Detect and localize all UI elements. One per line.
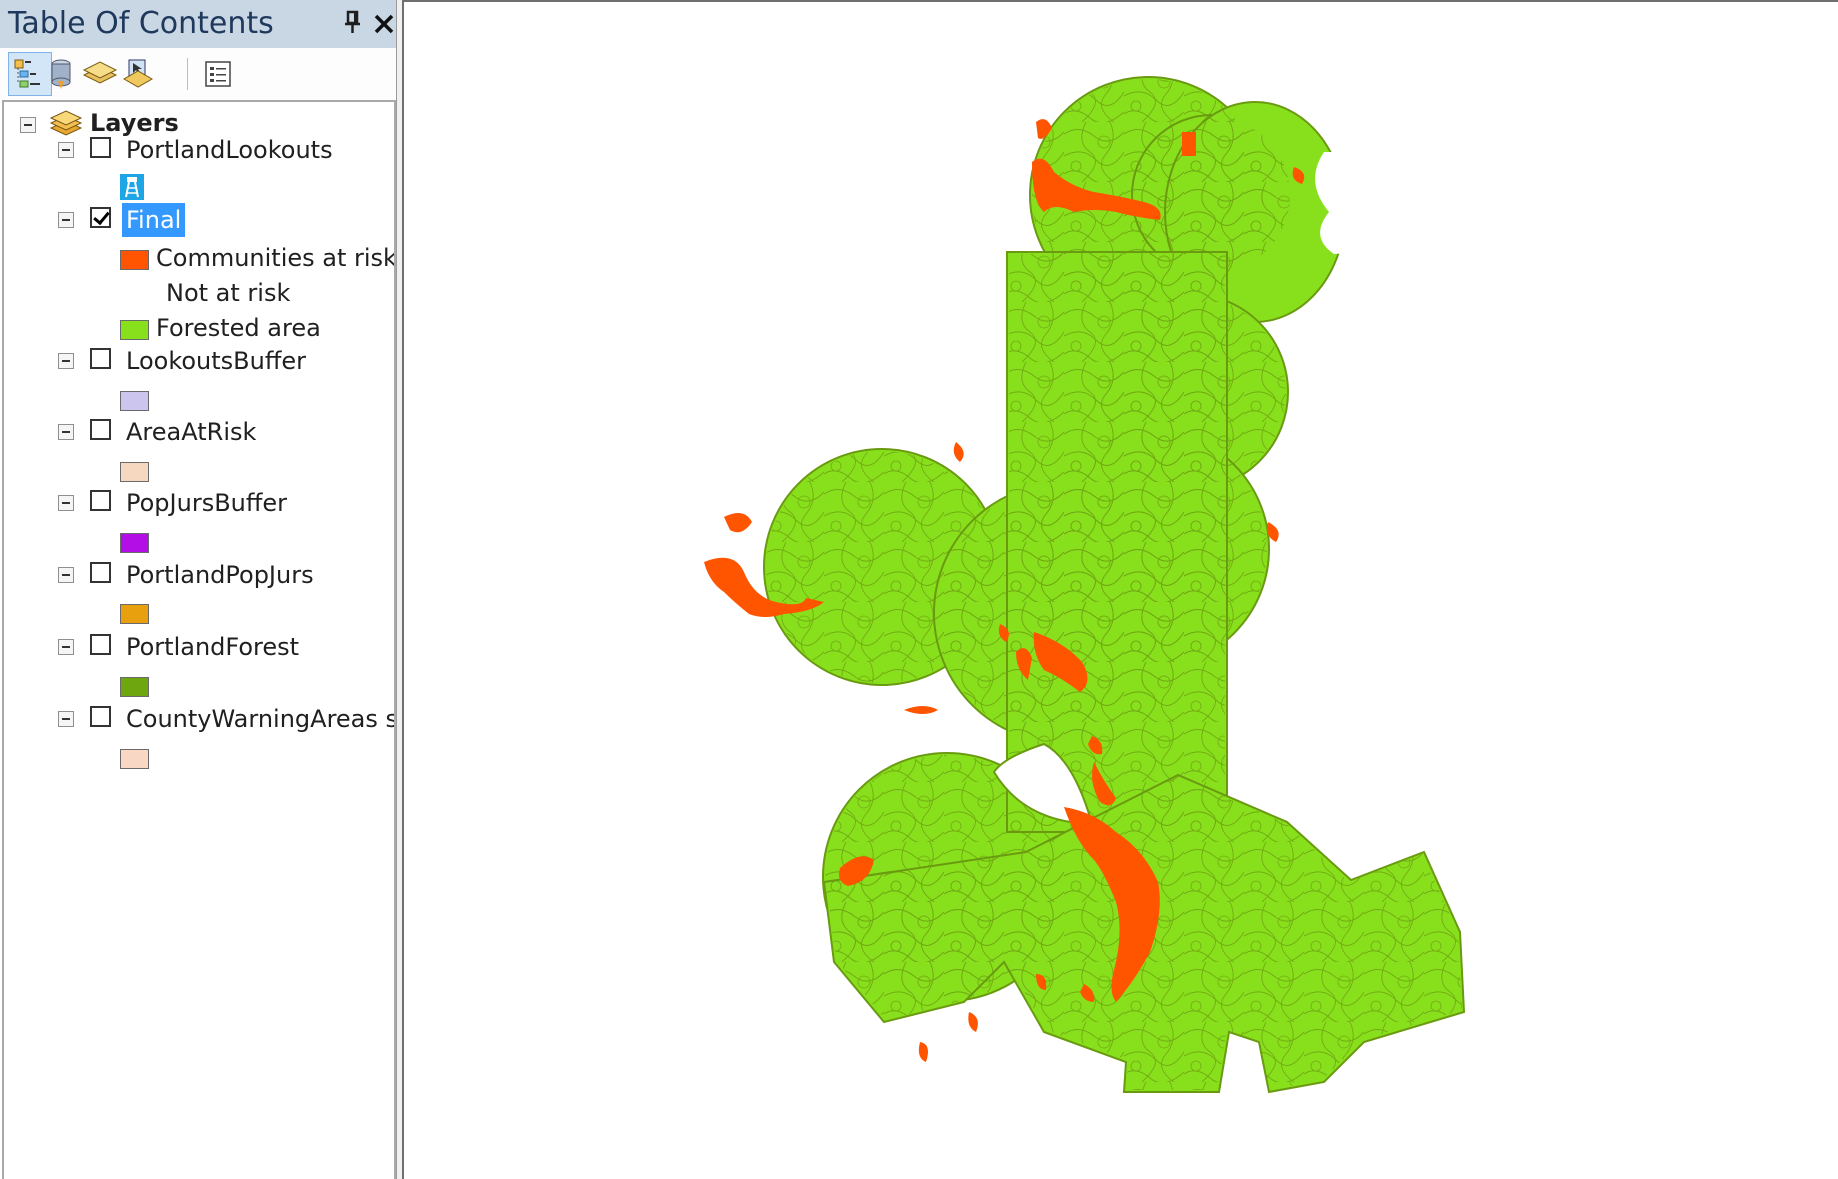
layers-stack-icon (48, 108, 84, 138)
layer-lookoutsbuffer[interactable]: LookoutsBuffer (122, 344, 310, 378)
map-view[interactable] (402, 0, 1838, 1179)
checkbox-portlandlookouts[interactable] (90, 137, 111, 158)
layer-portlandpopjurs-label: PortlandPopJurs (126, 561, 314, 589)
layer-portlandlookouts-label: PortlandLookouts (126, 136, 333, 164)
checkbox-areaatrisk[interactable] (90, 419, 111, 440)
panel-splitter[interactable] (396, 0, 402, 1179)
toolbar-separator (187, 58, 188, 90)
checkbox-lookoutsbuffer[interactable] (90, 348, 111, 369)
layers-root[interactable]: Layers (90, 106, 179, 140)
layer-final[interactable]: Final (122, 203, 186, 237)
forested-area-polygons (763, 76, 1466, 1094)
expander-portlandlookouts[interactable] (58, 142, 74, 158)
expander-layers[interactable] (20, 117, 36, 133)
checkbox-final[interactable] (90, 207, 111, 228)
legend-swatch-countywarningareas (120, 749, 149, 769)
list-by-source-button[interactable] (40, 52, 84, 96)
expander-areaatrisk[interactable] (58, 424, 74, 440)
layer-portlandforest-label: PortlandForest (126, 633, 300, 661)
layer-popjursbuffer-label: PopJursBuffer (126, 489, 288, 517)
layers-root-label: Layers (90, 109, 179, 137)
legend-item-not-at-risk: Not at risk (166, 276, 290, 310)
layer-countywarningareas[interactable]: CountyWarningAreas sele (122, 702, 394, 736)
communities-at-risk-polygons (704, 119, 1305, 1062)
map-canvas[interactable] (404, 2, 1838, 1179)
list-by-drawing-order-button[interactable] (8, 52, 52, 96)
expander-final[interactable] (58, 212, 74, 228)
toc-titlebar[interactable]: Table Of Contents (0, 0, 402, 48)
list-by-visibility-icon (82, 61, 118, 84)
layer-portlandlookouts[interactable]: PortlandLookouts (122, 133, 337, 167)
layer-final-label: Final (126, 206, 182, 234)
checkbox-portlandforest[interactable] (90, 634, 111, 655)
expander-countywarningareas[interactable] (58, 711, 74, 727)
expander-portlandforest[interactable] (58, 639, 74, 655)
layer-portlandpopjurs[interactable]: PortlandPopJurs (122, 558, 318, 592)
options-icon (205, 61, 231, 87)
checkbox-portlandpopjurs[interactable] (90, 562, 111, 583)
checkbox-countywarningareas[interactable] (90, 706, 111, 727)
table-of-contents-panel: Table Of Contents (0, 0, 402, 1179)
legend-swatch-lookoutsbuffer (120, 391, 149, 411)
layer-countywarningareas-label: CountyWarningAreas sele (126, 705, 394, 733)
legend-item-communities-at-risk: Communities at risk (156, 241, 396, 275)
toc-title: Table Of Contents (8, 6, 274, 41)
checkbox-popjursbuffer[interactable] (90, 490, 111, 511)
legend-swatch-communities-at-risk (120, 250, 149, 270)
layer-portlandforest[interactable]: PortlandForest (122, 630, 303, 664)
layer-areaatrisk-label: AreaAtRisk (126, 418, 257, 446)
legend-swatch-portlandpopjurs (120, 604, 149, 624)
toc-options-button[interactable] (196, 52, 240, 96)
layer-popjursbuffer[interactable]: PopJursBuffer (122, 486, 291, 520)
lookout-tower-icon (120, 174, 144, 200)
toc-toolbar (0, 48, 402, 100)
legend-label-communities-at-risk: Communities at risk (156, 244, 396, 272)
legend-swatch-popjursbuffer (120, 533, 149, 553)
list-by-selection-button[interactable] (116, 52, 160, 96)
list-by-drawing-order-icon (14, 59, 40, 88)
legend-swatch-portlandforest (120, 677, 149, 697)
pin-icon[interactable] (340, 8, 366, 38)
layer-tree: Layers PortlandLookouts Final Communitie… (2, 100, 396, 1179)
list-by-visibility-button[interactable] (78, 52, 122, 96)
list-by-source-icon (51, 59, 71, 89)
layer-lookoutsbuffer-label: LookoutsBuffer (126, 347, 307, 375)
expander-portlandpopjurs[interactable] (58, 567, 74, 583)
legend-label-forested-area: Forested area (156, 314, 321, 342)
legend-item-forested-area: Forested area (156, 311, 321, 345)
legend-label-not-at-risk: Not at risk (166, 279, 291, 307)
legend-swatch-areaatrisk (120, 462, 149, 482)
list-by-selection-icon (122, 59, 154, 88)
expander-lookoutsbuffer[interactable] (58, 353, 74, 369)
expander-popjursbuffer[interactable] (58, 495, 74, 511)
layer-areaatrisk[interactable]: AreaAtRisk (122, 415, 260, 449)
legend-swatch-forested-area (120, 320, 149, 340)
close-icon[interactable] (370, 8, 398, 38)
